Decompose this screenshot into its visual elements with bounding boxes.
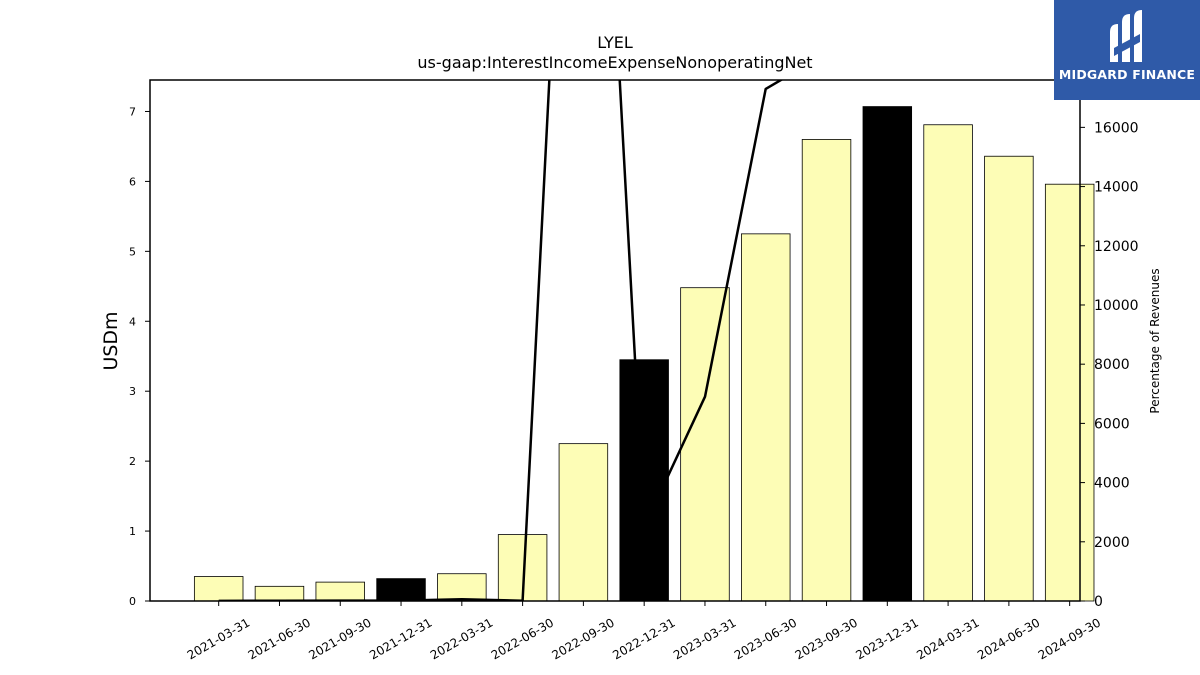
right-tick-label: 2000	[1094, 535, 1130, 551]
x-tick-label: 2022-06-30	[489, 615, 556, 662]
x-tick-label: 2023-03-31	[671, 615, 738, 662]
logo-text: MIDGARD FINANCE	[1058, 67, 1196, 82]
x-tick-label: 2024-03-31	[914, 615, 981, 662]
y2-axis-label: Percentage of Revenues	[1148, 268, 1162, 413]
left-axis: 0 1 2 3 4 5 6 7	[129, 105, 150, 608]
right-tick-label: 10000	[1094, 298, 1139, 314]
bar-2023-09-30	[801, 139, 852, 602]
bar-2023-12-31	[862, 106, 913, 602]
x-tick-label: 2022-03-31	[428, 615, 495, 662]
chart-subtitle: us-gaap:InterestIncomeExpenseNonoperatin…	[417, 53, 812, 72]
left-tick-label: 2	[129, 455, 136, 468]
x-tick-label: 2022-09-30	[549, 615, 616, 662]
left-tick-label: 7	[129, 105, 136, 118]
right-axis: 0 2000 4000 6000 8000 10000 12000 14000 16000	[1080, 120, 1139, 610]
plot-frame	[149, 79, 1081, 602]
left-tick-label: 4	[129, 315, 136, 328]
bar-2023-03-31	[680, 287, 730, 602]
bar-2024-06-30	[984, 155, 1034, 602]
x-tick-label: 2024-09-30	[1036, 615, 1103, 662]
x-tick-label: 2024-06-30	[975, 615, 1042, 662]
x-tick-label: 2021-12-31	[367, 615, 434, 662]
right-tick-label: 12000	[1094, 239, 1139, 255]
right-tick-label: 16000	[1094, 120, 1139, 136]
bar-2021-09-30	[315, 581, 365, 602]
x-tick-label: 2023-06-30	[732, 615, 799, 662]
x-axis: 2021-03-312021-06-302021-09-302021-12-31…	[185, 601, 1103, 662]
left-tick-label: 0	[129, 595, 136, 608]
x-tick-label: 2021-09-30	[306, 615, 373, 662]
bar-2024-09-30	[1044, 183, 1095, 602]
bar-2024-03-31	[923, 124, 973, 602]
bar-2022-03-31	[437, 573, 487, 602]
x-tick-label: 2023-12-31	[853, 615, 920, 662]
left-tick-label: 6	[129, 175, 136, 188]
y-axis-label: USDm	[100, 311, 122, 370]
left-tick-label: 1	[129, 525, 136, 538]
x-tick-label: 2023-09-30	[793, 615, 860, 662]
right-tick-label: 8000	[1094, 357, 1130, 373]
bar-2023-06-30	[741, 233, 791, 602]
right-tick-label: 4000	[1094, 476, 1130, 492]
left-tick-label: 3	[129, 385, 136, 398]
right-tick-label: 0	[1094, 594, 1103, 610]
logo-mark-icon	[1110, 10, 1142, 62]
bar-2021-06-30	[254, 585, 305, 602]
right-tick-label: 6000	[1094, 416, 1130, 432]
bar-2021-03-31	[193, 576, 244, 602]
x-tick-label: 2021-06-30	[246, 615, 313, 662]
bar-2022-09-30	[558, 443, 609, 602]
left-tick-label: 5	[129, 245, 136, 258]
chart-title: LYEL	[597, 33, 633, 52]
brand-logo: MIDGARD FINANCE	[1054, 0, 1200, 100]
right-tick-label: 14000	[1094, 180, 1139, 196]
x-tick-label: 2022-12-31	[610, 615, 677, 662]
bars-layer	[193, 106, 1095, 602]
bar-2021-12-31	[376, 578, 426, 602]
bar-2022-12-31	[619, 359, 669, 602]
x-tick-label: 2021-03-31	[185, 615, 252, 662]
